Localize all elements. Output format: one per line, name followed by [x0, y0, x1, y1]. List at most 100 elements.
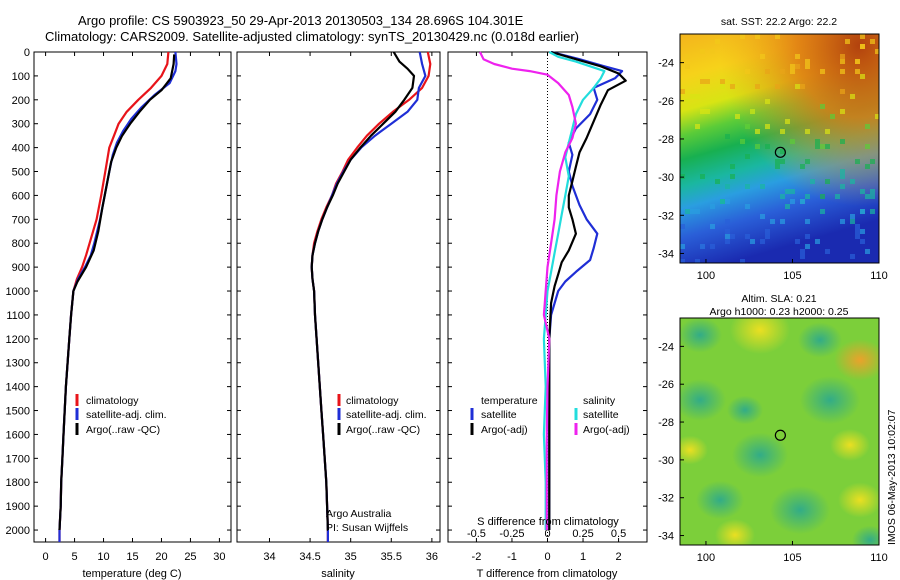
sst-pixel — [795, 64, 800, 69]
difference-series-salinity-satellite — [542, 51, 606, 530]
sst-pixel — [775, 159, 780, 164]
sst-pixel — [760, 54, 765, 59]
sst-pixel — [790, 64, 795, 69]
sla-anomaly-blob — [798, 322, 842, 358]
sst-pixel — [850, 214, 855, 219]
salinity-legend: climatology satellite-adj. clim. Argo(..… — [326, 394, 427, 534]
sst-pixel — [685, 99, 690, 104]
temperature-series-argo-raw-qc- — [58, 54, 176, 531]
sst-pixel — [850, 179, 855, 184]
depth-tick-label: 200 — [12, 95, 30, 107]
depth-tick-label: 1600 — [6, 429, 30, 441]
sst-pixel — [710, 224, 715, 229]
sst-pixel — [810, 179, 815, 184]
sst-pixel — [685, 54, 690, 59]
sst-pixel — [720, 199, 725, 204]
depth-tick-label: 100 — [12, 71, 30, 83]
sst_map-y-tick-label: -26 — [658, 96, 674, 108]
temperature-panel-frame — [33, 51, 232, 543]
sla-map-axes: 100 105 110 -24 -26 -28 -30 -32 -34 — [658, 341, 888, 564]
sst-pixel — [860, 189, 865, 194]
sst-pixel — [710, 204, 715, 209]
depth-tick-label: 1900 — [6, 501, 30, 513]
sst-pixel — [725, 234, 730, 239]
sla_map-y-tick-label: -32 — [658, 493, 674, 505]
sst-pixel — [840, 219, 845, 224]
sla-map-subtitle: Argo h1000: 0.23 h2000: 0.25 — [710, 306, 849, 318]
temperature-legend: climatology satellite-adj. clim. Argo(..… — [75, 394, 167, 436]
sst-pixel — [815, 144, 820, 149]
legend-label-sal-argo: Argo(-adj) — [583, 424, 630, 436]
sst_map-y-tick-label: -30 — [658, 172, 674, 184]
sst-pixel — [850, 219, 855, 224]
temperature-xlabel: temperature (deg C) — [82, 568, 181, 580]
sst-pixel — [740, 259, 745, 263]
sst-pixel — [855, 69, 860, 74]
legend-label-satellite: satellite-adj. clim. — [86, 409, 167, 421]
sst-pixel — [680, 89, 685, 94]
salinity-plot: 34 34.5 35 35.5 36 — [263, 51, 438, 563]
sst-pixel — [780, 194, 785, 199]
sst-pixel — [795, 239, 800, 244]
sst-pixel — [800, 254, 805, 259]
sst-pixel — [745, 124, 750, 129]
sst-pixel — [700, 109, 705, 114]
sst-pixel — [825, 249, 830, 254]
sst-pixel — [775, 84, 780, 89]
salinity-series-climatology — [310, 51, 432, 542]
sst-pixel — [700, 244, 705, 249]
sst-pixel — [785, 204, 790, 209]
sst-pixel — [855, 224, 860, 229]
difference-xlabel: T difference from climatology — [477, 568, 618, 580]
sst-pixel — [765, 99, 770, 104]
sst-pixel — [765, 124, 770, 129]
depth-tick-label: 600 — [12, 190, 30, 202]
sst-pixel — [780, 149, 785, 154]
sst-pixel — [800, 84, 805, 89]
sst_map-argo-marker — [774, 146, 786, 158]
sst-pixel — [685, 209, 690, 214]
sst-pixel — [755, 129, 760, 134]
sst-pixel — [730, 234, 735, 239]
sst-pixel — [820, 69, 825, 74]
sla_map-y-tick-label: -26 — [658, 379, 674, 391]
sla_map-y-tick-label: -30 — [658, 455, 674, 467]
sst-pixel — [730, 84, 735, 89]
salinity-xlabel: salinity — [321, 568, 355, 580]
sst-pixel — [725, 184, 730, 189]
sla-anomaly-blob — [732, 432, 788, 478]
legend-label-satellite: satellite-adj. clim. — [346, 409, 427, 421]
legend-label-temp-argo: Argo(-adj) — [481, 424, 528, 436]
salinity-series-argo-raw-qc- — [310, 51, 416, 531]
sst-pixel — [680, 174, 685, 179]
legend-heading-salinity: salinity — [583, 395, 616, 407]
sst-pixel — [755, 84, 760, 89]
sst-pixel — [805, 159, 810, 164]
salinity-x-tick-label: 34 — [263, 551, 275, 563]
depth-tick-label: 500 — [12, 167, 30, 179]
sla-anomaly-blob — [800, 376, 860, 424]
depth-tick-label: 1800 — [6, 477, 30, 489]
sst-pixel — [860, 239, 865, 244]
sst-pixel — [780, 159, 785, 164]
sst-pixel — [760, 239, 765, 244]
sst-pixel — [860, 44, 865, 49]
sst_map-y-tick-label: -28 — [658, 134, 674, 146]
figure-title-line2: Climatology: CARS2009. Satellite-adjuste… — [45, 29, 579, 44]
sst-pixel — [700, 79, 705, 84]
sst-pixel — [760, 214, 765, 219]
depth-tick-label: 1100 — [6, 310, 30, 322]
depth-tick-label: 2000 — [6, 525, 30, 537]
temperature-x-tick-label: 20 — [155, 551, 167, 563]
sst-map-axes: 100 105 110 -24 -26 -28 -30 -32 -34 — [658, 58, 888, 282]
difference-secondary-tick-label: -0.5 — [467, 528, 486, 540]
sst-pixel — [790, 189, 795, 194]
legend-label-climatology: climatology — [86, 395, 139, 407]
sst-pixel — [690, 209, 695, 214]
sst-pixel — [680, 244, 685, 249]
depth-tick-label: 400 — [12, 143, 30, 155]
legend-label-sal-satellite: satellite — [583, 409, 619, 421]
sst-pixel — [745, 234, 750, 239]
sst-pixel — [760, 184, 765, 189]
